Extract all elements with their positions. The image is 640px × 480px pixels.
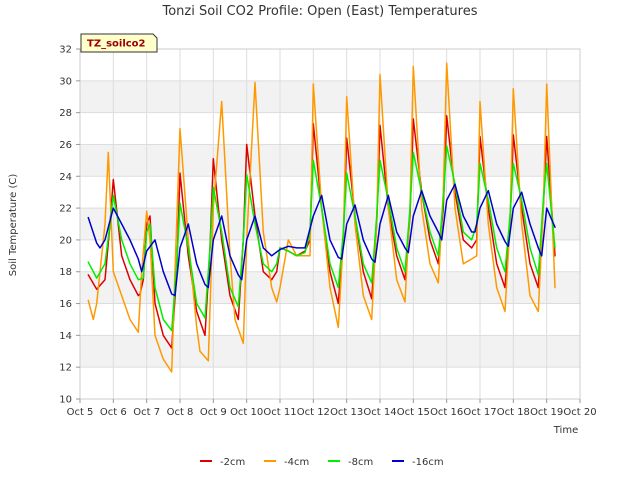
x-tick-label: Oct 6 — [100, 407, 127, 418]
x-axis-ticks: Oct 5 Oct 6 Oct 7 Oct 8 Oct 9 Oct 10 Oct 11 Oct… — [67, 399, 597, 418]
chart-title: Tonzi Soil CO2 Profile: Open (East) Temp… — [161, 4, 477, 19]
x-tick-label: Oct 20 — [563, 407, 596, 418]
plot-band — [80, 112, 580, 145]
legend: -2cm -4cm -8cm -16cm — [200, 457, 444, 468]
plot-band — [80, 367, 580, 399]
plot-bands — [80, 49, 580, 399]
legend-item: -4cm — [264, 457, 309, 468]
legend-label: -2cm — [220, 457, 245, 468]
x-axis-label: Time — [553, 425, 578, 436]
legend-label: -4cm — [284, 457, 309, 468]
y-tick-label: 16 — [59, 299, 72, 310]
x-tick-label: Oct 10 — [230, 407, 263, 418]
station-label-box: TZ_soilco2 — [80, 33, 158, 53]
y-tick-label: 14 — [59, 331, 72, 342]
y-tick-label: 30 — [59, 76, 72, 87]
x-tick-label: Oct 9 — [200, 407, 227, 418]
station-label: TZ_soilco2 — [87, 39, 146, 50]
plot-band — [80, 144, 580, 177]
plot-band — [80, 176, 580, 209]
y-tick-label: 28 — [59, 108, 72, 119]
plot-band — [80, 80, 580, 113]
series-line-neg16cm — [87, 183, 556, 297]
x-tick-label: Oct 14 — [363, 407, 396, 418]
plot-band — [80, 335, 580, 368]
y-tick-label: 24 — [59, 172, 72, 183]
legend-item: -2cm — [200, 457, 245, 468]
x-tick-label: Oct 5 — [67, 407, 94, 418]
y-axis-ticks: 10 12 14 16 18 20 22 24 26 28 30 32 — [59, 45, 80, 406]
y-tick-label: 32 — [59, 45, 72, 56]
x-tick-label: Oct 11 — [263, 407, 296, 418]
x-tick-label: Oct 16 — [430, 407, 463, 418]
legend-item: -16cm — [392, 457, 444, 468]
plot-band — [80, 208, 580, 240]
legend-label: -8cm — [348, 457, 373, 468]
plot-band — [80, 49, 580, 81]
y-tick-label: 20 — [59, 235, 72, 246]
x-tick-label: Oct 18 — [497, 407, 530, 418]
x-tick-label: Oct 17 — [463, 407, 496, 418]
x-tick-label: Oct 12 — [297, 407, 330, 418]
x-tick-label: Oct 19 — [530, 407, 563, 418]
x-tick-label: Oct 8 — [167, 407, 194, 418]
y-tick-label: 12 — [59, 363, 72, 374]
x-tick-label: Oct 7 — [133, 407, 160, 418]
x-tick-label: Oct 13 — [330, 407, 363, 418]
series-lines — [87, 62, 556, 373]
y-tick-label: 10 — [59, 395, 72, 406]
y-tick-label: 18 — [59, 267, 72, 278]
plot-area — [79, 48, 581, 400]
y-tick-label: 26 — [59, 140, 72, 151]
y-axis-label: Soil Temperature (C) — [8, 174, 19, 277]
x-tick-label: Oct 15 — [397, 407, 430, 418]
series-line-neg8cm — [87, 145, 556, 332]
series-line-neg4cm — [87, 62, 556, 373]
legend-label: -16cm — [412, 457, 444, 468]
y-tick-label: 22 — [59, 204, 72, 215]
legend-item: -8cm — [328, 457, 373, 468]
